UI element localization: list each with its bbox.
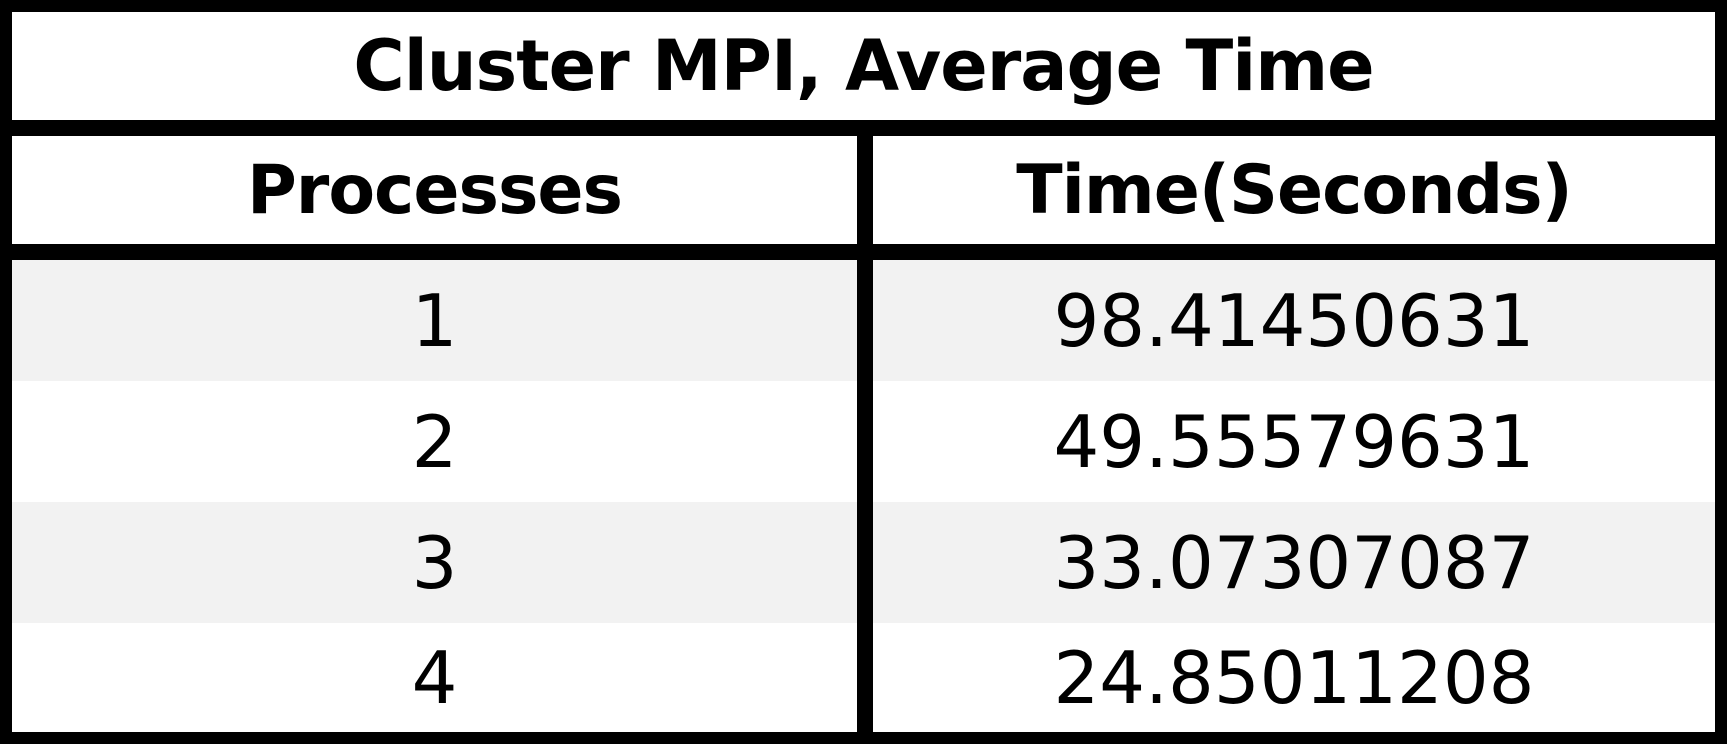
time-cell: 33.07307087: [1053, 520, 1535, 605]
column-divider: [857, 136, 873, 732]
processes-cell: 1: [411, 278, 458, 363]
processes-cell: 3: [411, 520, 458, 605]
processes-cell: 2: [411, 399, 458, 484]
time-cell: 24.85011208: [1053, 635, 1535, 720]
column-header-processes: Processes: [12, 136, 857, 244]
time-cell: 98.41450631: [1053, 278, 1535, 363]
column-header-time: Time(Seconds): [873, 136, 1715, 244]
table-title: Cluster MPI, Average Time: [12, 12, 1715, 120]
processes-cell: 4: [411, 635, 458, 720]
time-cell: 49.55579631: [1053, 399, 1535, 484]
